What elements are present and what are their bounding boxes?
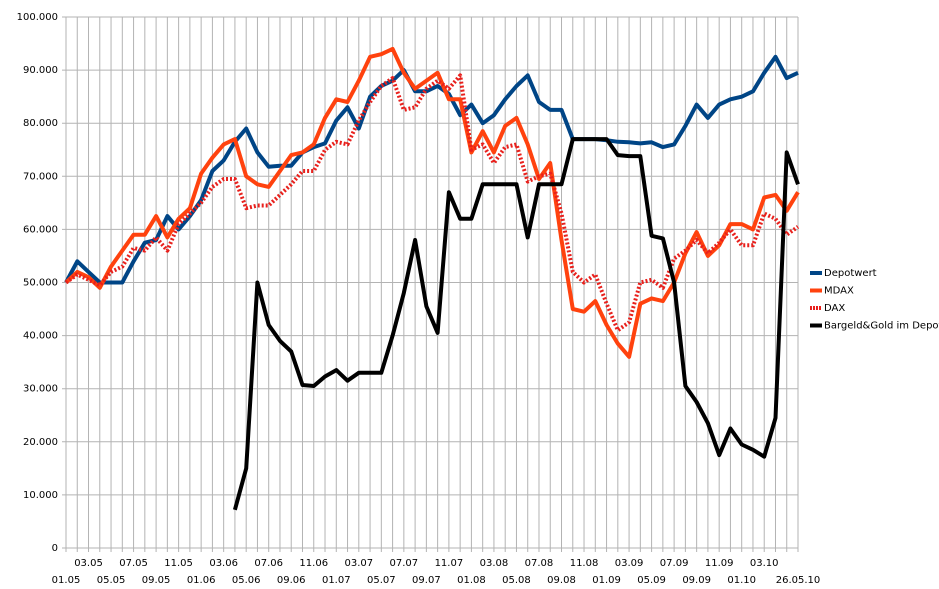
y-tick-label: 40.000 — [23, 331, 58, 342]
x-tick-label: 11.09 — [705, 558, 734, 569]
series-line — [64, 73, 800, 333]
x-tick-label: 01.07 — [322, 575, 351, 586]
x-tick-label: 09.09 — [682, 575, 711, 586]
x-tick-label: 01.06 — [187, 575, 216, 586]
legend-label: MDAX — [824, 286, 854, 297]
x-tick-label: 11.05 — [164, 558, 193, 569]
x-tick-label: 05.09 — [637, 575, 666, 586]
x-tick-label: 05.08 — [502, 575, 531, 586]
series-line — [64, 46, 800, 359]
y-tick-label: 60.000 — [23, 224, 58, 235]
series-line — [232, 137, 800, 511]
y-tick-label: 0 — [52, 543, 58, 554]
x-tick-label: 07.05 — [119, 558, 148, 569]
y-tick-label: 100.000 — [17, 12, 58, 23]
x-tick-label: 11.07 — [435, 558, 464, 569]
x-tick-label: 03.10 — [750, 558, 779, 569]
x-tick-label: 05.05 — [97, 575, 126, 586]
x-tick-label: 03.05 — [74, 558, 103, 569]
legend-label: Bargeld&Gold im Depot — [824, 321, 939, 332]
x-tick-label: 09.07 — [412, 575, 441, 586]
x-tick-label: 07.07 — [390, 558, 419, 569]
series-line — [64, 54, 799, 285]
y-tick-label: 80.000 — [23, 118, 58, 129]
x-tick-label: 07.08 — [525, 558, 554, 569]
y-tick-label: 50.000 — [23, 278, 58, 289]
y-tick-label: 10.000 — [23, 490, 58, 501]
x-tick-label: 09.08 — [547, 575, 576, 586]
x-tick-label: 01.10 — [727, 575, 756, 586]
x-tick-label: 07.06 — [254, 558, 283, 569]
x-tick-label: 09.05 — [142, 575, 171, 586]
x-tick-label: 11.06 — [299, 558, 328, 569]
x-tick-label: 03.08 — [480, 558, 509, 569]
x-tick-label: 03.09 — [615, 558, 644, 569]
x-tick-label: 09.06 — [277, 575, 306, 586]
legend-label: Depotwert — [824, 268, 877, 279]
y-tick-label: 90.000 — [23, 65, 58, 76]
y-tick-label: 70.000 — [23, 171, 58, 182]
x-tick-label: 07.09 — [660, 558, 689, 569]
x-tick-label: 01.09 — [592, 575, 621, 586]
y-tick-label: 30.000 — [23, 384, 58, 395]
x-tick-label: 01.05 — [52, 575, 81, 586]
x-tick-label: 03.06 — [209, 558, 238, 569]
x-tick-label: 26.05.10 — [776, 575, 821, 586]
y-tick-label: 20.000 — [23, 437, 58, 448]
x-tick-label: 05.07 — [367, 575, 396, 586]
x-tick-label: 01.08 — [457, 575, 486, 586]
x-tick-label: 05.06 — [232, 575, 261, 586]
legend-label: DAX — [824, 303, 845, 314]
x-tick-label: 11.08 — [570, 558, 599, 569]
x-tick-label: 03.07 — [344, 558, 373, 569]
